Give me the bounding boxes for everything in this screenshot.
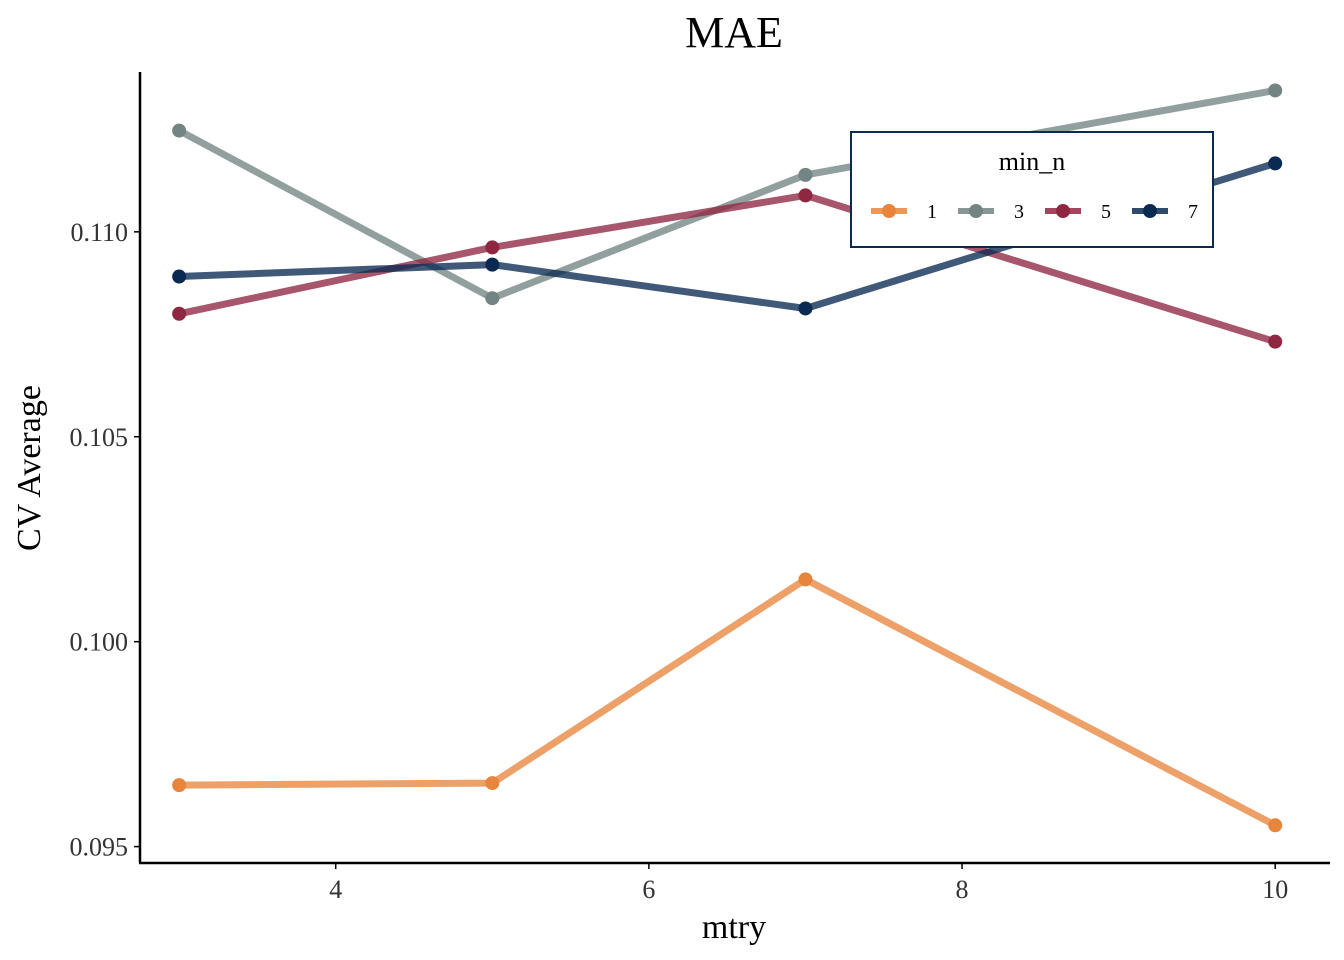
series-5 [172,188,1283,349]
y-tick-label: 0.100 [70,628,129,657]
y-tick-label: 0.110 [70,218,128,247]
legend-key-point-1 [882,204,896,218]
data-point-7 [798,301,813,316]
data-point-5 [798,188,813,203]
x-ticks: 4 6 8 10 [329,863,1288,904]
data-point-7 [1268,156,1283,171]
series-layer [172,83,1283,833]
data-point-1 [485,776,500,791]
legend-label-1: 1 [927,201,937,223]
axes [138,72,1330,865]
legend-label-5: 5 [1101,201,1111,223]
x-axis-title: mtry [702,909,766,946]
legend-box [850,131,1214,248]
data-point-3 [798,167,813,182]
legend-label-3: 3 [1014,201,1024,223]
x-tick-label: 8 [956,875,969,904]
y-tick-label: 0.095 [70,833,129,862]
legend-title: min_n [999,147,1065,176]
y-axis-title: CV Average [11,385,48,551]
legend: min_n 1 3 5 7 [850,131,1214,248]
data-point-3 [172,123,187,138]
data-point-3 [485,291,500,306]
data-point-5 [1268,334,1283,349]
series-line-1 [175,575,1279,829]
data-point-3 [1268,83,1283,98]
data-point-1 [1268,818,1283,833]
data-point-7 [485,257,500,272]
x-tick-label: 6 [642,875,655,904]
data-point-1 [798,572,813,587]
y-tick-label: 0.105 [70,423,129,452]
legend-key-point-7 [1143,204,1157,218]
series-1 [172,572,1283,833]
legend-items: 1 3 5 7 [871,201,1198,223]
data-point-7 [172,269,187,284]
chart-title: MAE [685,8,783,57]
legend-label-7: 7 [1188,201,1198,223]
legend-key-point-5 [1056,204,1070,218]
data-point-5 [172,306,187,321]
x-tick-label: 4 [329,875,342,904]
y-ticks: 0.095 0.100 0.105 0.110 [70,218,140,862]
data-point-1 [172,778,187,793]
series-line-5 [175,191,1279,346]
data-point-5 [485,240,500,255]
legend-key-point-3 [969,204,983,218]
x-tick-label: 10 [1262,875,1288,904]
